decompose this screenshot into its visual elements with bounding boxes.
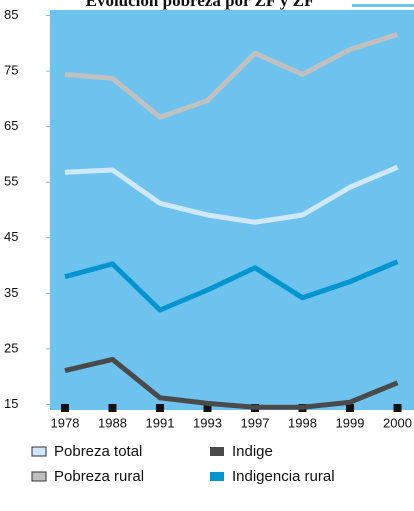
series-line [64, 356, 399, 410]
legend-label: Pobreza total [54, 443, 142, 460]
title-decoration [352, 4, 414, 7]
x-tick-label: 1991 [146, 415, 175, 430]
x-tick [203, 404, 212, 412]
plot-area [50, 10, 414, 410]
x-tick [156, 404, 164, 412]
x-tick-label: 1999 [336, 415, 365, 430]
series-line [64, 32, 399, 120]
series-line [64, 164, 399, 225]
x-tick-label: 1978 [51, 415, 80, 430]
legend-label: Indigencia rural [232, 468, 335, 485]
x-tick [346, 404, 354, 412]
y-tick-label: 45 [4, 229, 18, 244]
y-tick-label: 35 [4, 285, 18, 300]
x-tick-label: 1993 [193, 415, 222, 430]
legend-label: Pobreza rural [54, 468, 144, 485]
series-line [64, 259, 399, 313]
y-tick-label: 65 [4, 118, 18, 133]
x-tick-label: 1998 [288, 415, 317, 430]
legend-swatch [31, 471, 47, 482]
chart-title: Evolución pobreza por ZF y ZF [86, 0, 315, 10]
x-tick [108, 404, 117, 412]
y-tick-label: 75 [4, 63, 18, 78]
y-tick-label: 85 [4, 7, 18, 22]
legend-label: Indige [232, 443, 273, 460]
x-tick-label: 2000 [383, 415, 412, 430]
x-tick-label: 1997 [241, 415, 270, 430]
y-tick-label: 55 [4, 174, 18, 189]
y-tick-label: 25 [4, 340, 18, 355]
legend-swatch [210, 447, 224, 456]
x-tick [61, 404, 69, 412]
legend-swatch [31, 446, 47, 457]
y-tick-label: 15 [4, 396, 18, 411]
legend-swatch [210, 472, 224, 481]
x-tick [393, 404, 402, 412]
x-tick-label: 1988 [98, 415, 127, 430]
